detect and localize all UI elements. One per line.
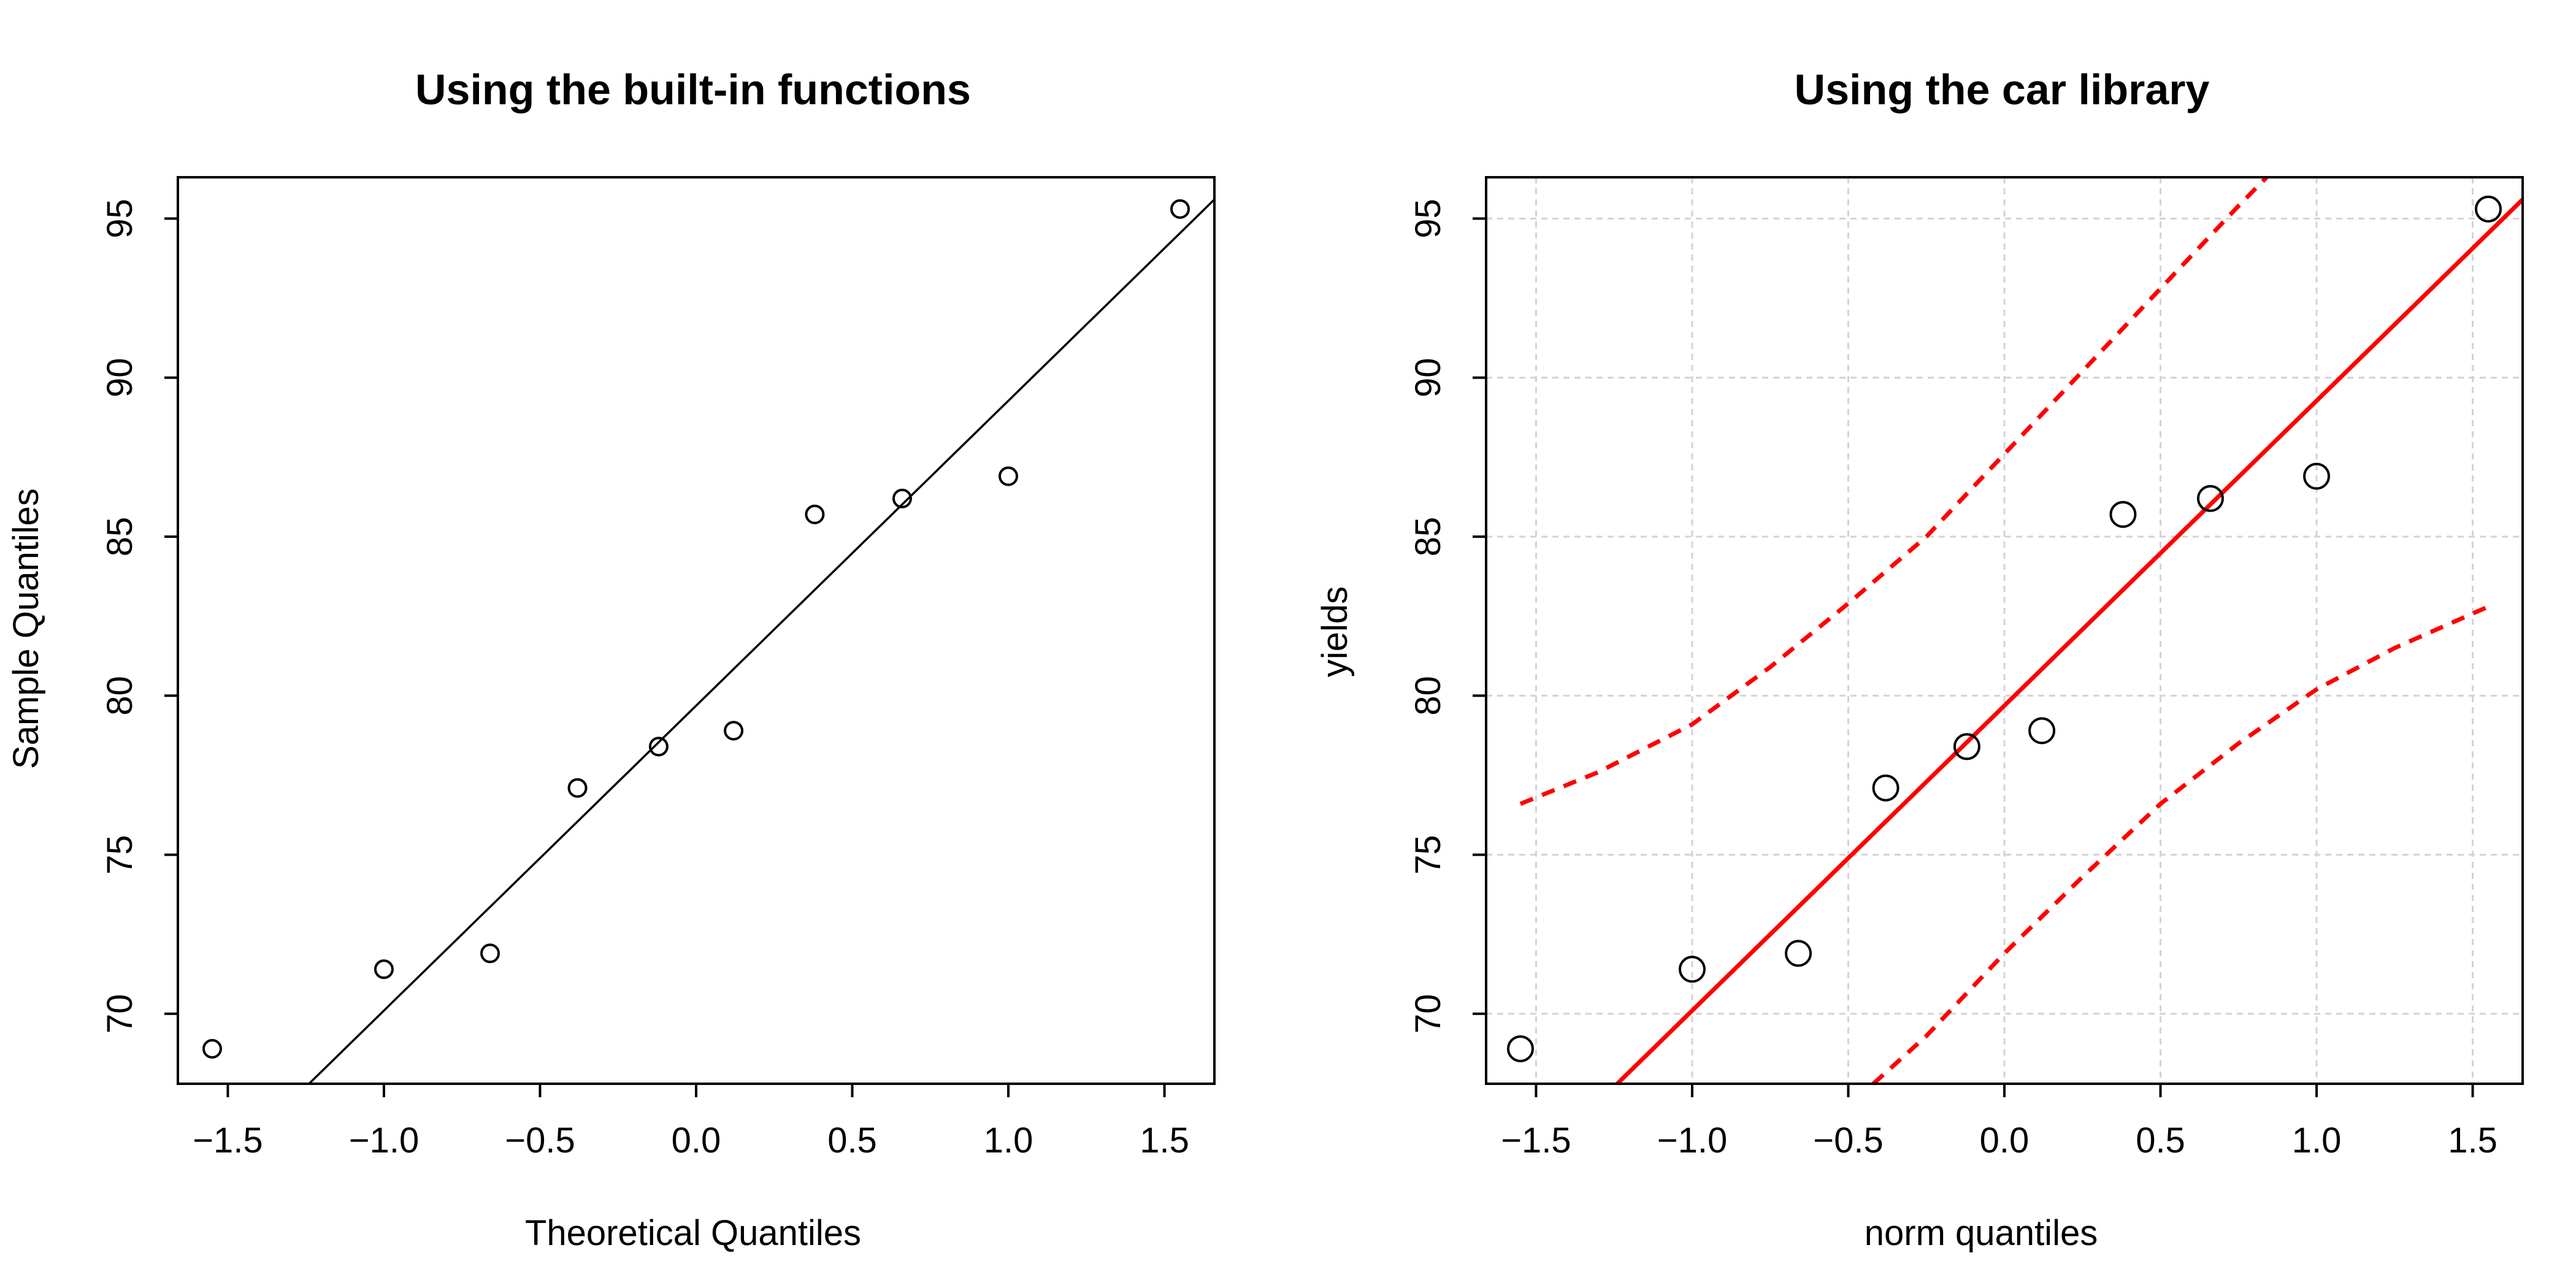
data-point bbox=[999, 466, 1019, 486]
y-tick-label: 95 bbox=[100, 199, 140, 239]
data-point bbox=[1872, 774, 1899, 802]
x-tick-label: 0.5 bbox=[2136, 1121, 2185, 1160]
y-tick-label: 95 bbox=[1408, 199, 1448, 239]
y-tick-label: 75 bbox=[1408, 835, 1448, 875]
confidence-band-lower bbox=[1871, 604, 2490, 1086]
x-axis-label: Theoretical Quantiles bbox=[525, 1213, 861, 1253]
data-point bbox=[724, 721, 744, 741]
data-point bbox=[2196, 485, 2224, 512]
plot-frame bbox=[177, 176, 1216, 1085]
x-axis-label: norm quantiles bbox=[1865, 1213, 2098, 1253]
y-tick-label: 85 bbox=[100, 517, 140, 557]
x-tick-label: −0.5 bbox=[1813, 1121, 1884, 1160]
x-tick-label: −1.5 bbox=[193, 1121, 263, 1160]
data-point bbox=[1678, 956, 1706, 983]
y-tick-label: 90 bbox=[100, 358, 140, 397]
data-point bbox=[1506, 1035, 1534, 1062]
x-tick-label: 1.0 bbox=[2292, 1121, 2342, 1160]
plot-frame bbox=[1485, 176, 2524, 1085]
data-point bbox=[1170, 199, 1190, 219]
confidence-band-upper bbox=[1519, 175, 2269, 806]
data-point bbox=[2475, 195, 2502, 223]
y-tick-label: 80 bbox=[1408, 676, 1448, 716]
data-point bbox=[805, 504, 825, 524]
x-tick-label: −0.5 bbox=[505, 1121, 575, 1160]
y-tick-label: 80 bbox=[100, 676, 140, 716]
chart-title: Using the built-in functions bbox=[415, 66, 971, 113]
data-point bbox=[480, 943, 500, 964]
x-tick-label: 1.0 bbox=[984, 1121, 1033, 1160]
x-tick-label: 1.5 bbox=[2448, 1121, 2497, 1160]
x-tick-label: 0.5 bbox=[827, 1121, 877, 1160]
x-tick-label: −1.5 bbox=[1501, 1121, 1571, 1160]
data-point bbox=[1785, 940, 1812, 967]
y-tick-label: 90 bbox=[1408, 358, 1448, 397]
x-tick-label: 1.5 bbox=[1140, 1121, 1189, 1160]
data-point bbox=[374, 959, 394, 979]
y-tick-label: 75 bbox=[100, 835, 140, 875]
qq-plot-builtin-panel: Using the built-in functions Theoretical… bbox=[6, 66, 1216, 1253]
reference-line bbox=[1616, 197, 2524, 1086]
x-tick-label: 0.0 bbox=[672, 1121, 721, 1160]
data-point bbox=[202, 1038, 222, 1059]
data-point bbox=[1953, 733, 1980, 761]
qq-plot-car-panel: Using the car library norm quantiles yie… bbox=[1315, 66, 2524, 1253]
y-axis-label: yields bbox=[1315, 586, 1355, 677]
reference-line bbox=[308, 199, 1216, 1085]
x-tick-label: −1.0 bbox=[1657, 1121, 1728, 1160]
data-point bbox=[2028, 717, 2056, 745]
data-point bbox=[567, 778, 588, 798]
data-point bbox=[2109, 500, 2137, 528]
y-tick-label: 70 bbox=[1408, 994, 1448, 1034]
y-tick-label: 70 bbox=[100, 994, 140, 1034]
data-point bbox=[2303, 462, 2331, 490]
data-point bbox=[648, 737, 669, 757]
x-tick-label: 0.0 bbox=[1980, 1121, 2030, 1160]
y-tick-label: 85 bbox=[1408, 517, 1448, 557]
chart-title: Using the car library bbox=[1795, 66, 2210, 113]
y-axis-label: Sample Quantiles bbox=[6, 488, 46, 769]
x-tick-label: −1.0 bbox=[349, 1121, 420, 1160]
data-point bbox=[892, 488, 912, 508]
